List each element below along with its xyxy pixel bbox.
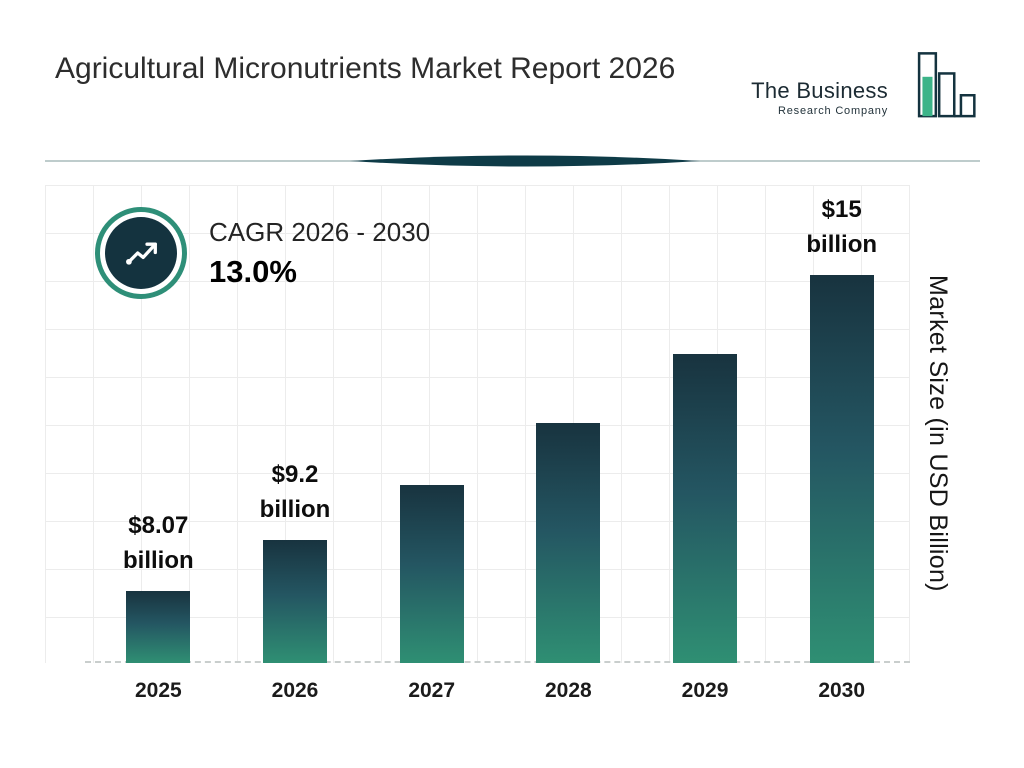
trend-up-icon: [105, 217, 177, 289]
x-tick-label: 2026: [271, 679, 319, 702]
x-tick-label: 2025: [134, 679, 182, 702]
bar-2027: [399, 485, 464, 663]
plot-area: $8.07 billion 2025 $9.2 billion 2026 2027 2028 2…: [90, 185, 910, 702]
bar-column-2029: 2029: [637, 185, 774, 702]
bar-column-2030: $15 billion 2030: [773, 185, 910, 702]
bar-column-2027: 2027: [363, 185, 500, 702]
cagr-value: 13.0%: [209, 253, 297, 289]
divider: [45, 152, 980, 170]
page-title: Agricultural Micronutrients Market Repor…: [55, 52, 676, 85]
logo-bar-chart-icon: [894, 44, 976, 133]
bar-2030: [809, 275, 874, 663]
chart: CAGR 2026 - 2030 13.0% $8.07 billion 2025 $…: [45, 185, 980, 768]
x-tick-label: 2028: [544, 679, 592, 702]
x-axis-baseline: [85, 661, 910, 663]
bar-2025: [126, 591, 191, 663]
bar-2029: [673, 354, 738, 663]
bar-value-label: $8.07 billion: [123, 512, 194, 575]
cagr-badge: CAGR 2026 - 2030 13.0%: [95, 207, 430, 299]
x-tick-label: 2029: [681, 679, 729, 702]
bar-2026: [263, 540, 327, 663]
y-axis-label: Market Size (in USD Billion): [924, 275, 952, 592]
bar-column-2025: $8.07 billion 2025: [90, 185, 227, 702]
logo-name: The Business: [751, 78, 888, 103]
logo-subtitle: Research Company: [777, 105, 888, 117]
bar-2028: [536, 423, 601, 663]
cagr-label: CAGR 2026 - 2030: [209, 216, 431, 247]
x-tick-label: 2030: [818, 679, 866, 702]
x-tick-label: 2027: [408, 679, 456, 702]
logo: The Business Research Company: [751, 44, 976, 133]
cagr-text: CAGR 2026 - 2030 13.0%: [209, 217, 430, 290]
bar-column-2028: 2028: [500, 185, 637, 702]
chart-gridlines: [45, 185, 910, 663]
cagr-ring: [95, 207, 187, 299]
bar-value-label: $15 billion: [806, 196, 878, 259]
bar-value-label: $9.2 billion: [259, 461, 331, 524]
bar-column-2026: $9.2 billion 2026: [227, 185, 364, 702]
logo-text: The Business Research Company: [751, 78, 888, 117]
